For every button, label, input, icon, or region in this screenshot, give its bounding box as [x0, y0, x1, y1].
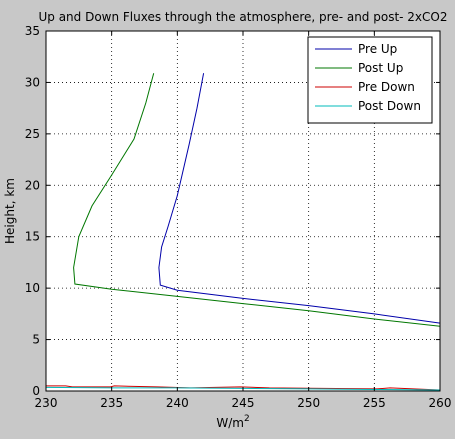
- x-axis-label: W/m2: [216, 414, 249, 430]
- x-tick-label: 260: [429, 396, 452, 410]
- y-axis-label: Height, km: [3, 178, 17, 244]
- x-tick-label: 230: [35, 396, 58, 410]
- y-tick-label: 15: [25, 230, 40, 244]
- legend-label-pre-down: Pre Down: [358, 80, 415, 94]
- legend-box: [307, 36, 433, 124]
- legend-label-pre-up: Pre Up: [358, 42, 397, 56]
- x-axis-label-sup: 2: [244, 414, 250, 424]
- series-line-post-up: [73, 73, 440, 327]
- legend-label-post-up: Post Up: [358, 61, 403, 75]
- x-tick-labels: 230 235 240 245 250 255 260: [35, 396, 452, 410]
- y-tick-label: 25: [25, 127, 40, 141]
- y-tick-label: 20: [25, 178, 40, 192]
- y-tick-label: 5: [32, 333, 40, 347]
- y-tick-labels: 0 5 10 15 20 25 30 35: [25, 24, 40, 398]
- x-tick-label: 240: [166, 396, 189, 410]
- y-tick-label: 30: [25, 75, 40, 89]
- legend: Pre Up Post Up Pre Down Post Down: [307, 36, 433, 124]
- x-tick-label: 255: [363, 396, 386, 410]
- y-tick-label: 10: [25, 281, 40, 295]
- y-tick-label: 35: [25, 24, 40, 38]
- x-tick-label: 235: [100, 396, 123, 410]
- x-axis-label-base: W/m: [216, 416, 244, 430]
- x-tick-label: 245: [232, 396, 255, 410]
- legend-label-post-down: Post Down: [358, 99, 421, 113]
- y-tick-label: 0: [32, 384, 40, 398]
- x-tick-label: 250: [297, 396, 320, 410]
- ticks: [45, 30, 441, 392]
- series-line-pre-up: [158, 73, 440, 324]
- chart-title: Up and Down Fluxes through the atmospher…: [38, 10, 447, 24]
